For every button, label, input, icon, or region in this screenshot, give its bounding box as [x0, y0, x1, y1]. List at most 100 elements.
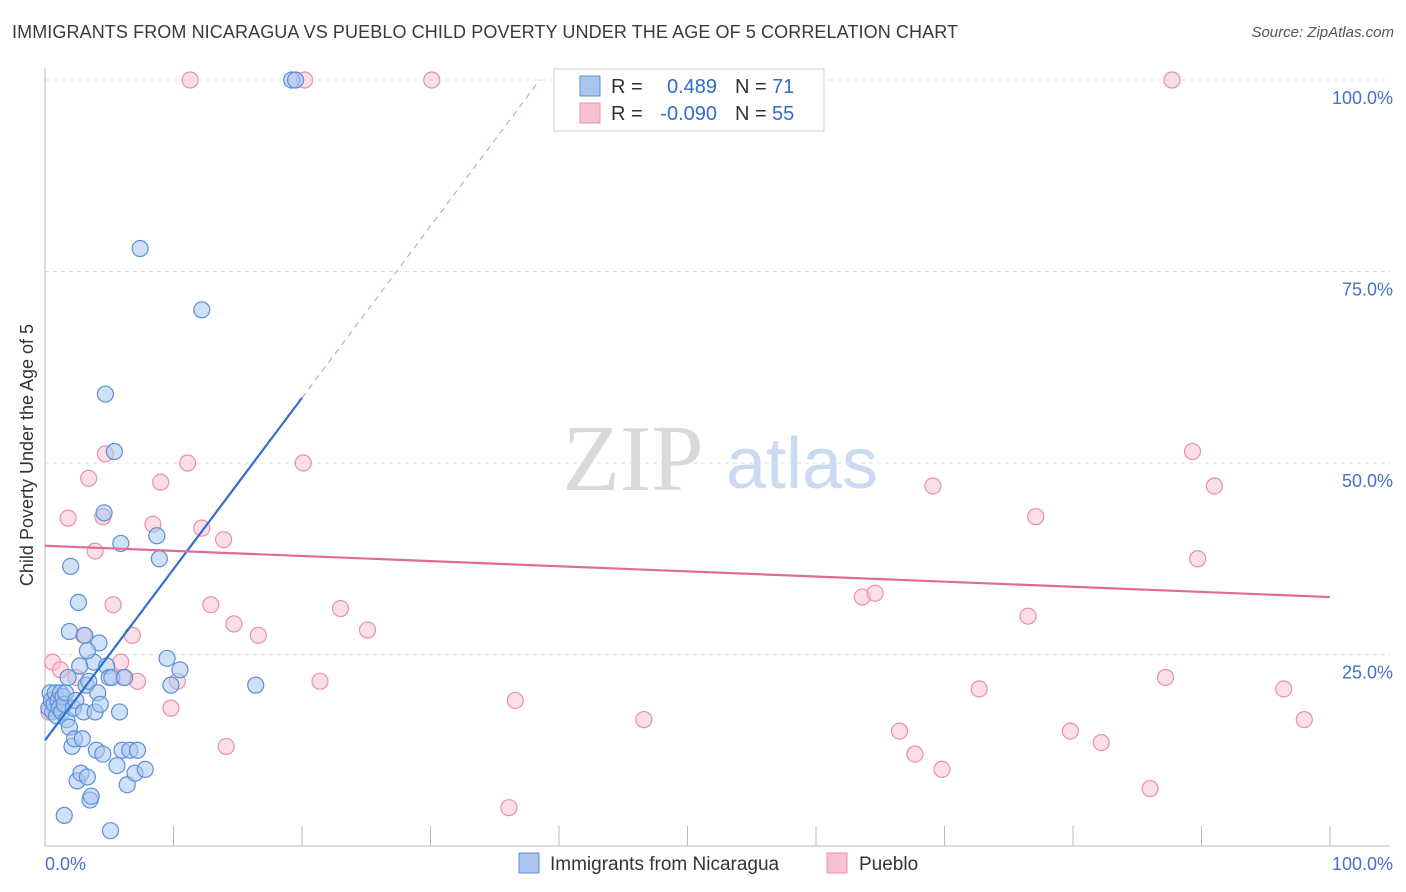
y-tick-label: 75.0%	[1342, 280, 1393, 300]
nicaragua-point	[62, 557, 80, 576]
nicaragua-point	[101, 822, 120, 840]
pueblo-point	[294, 454, 312, 472]
pueblo-point	[1061, 722, 1080, 740]
pueblo-point	[112, 653, 130, 671]
pueblo-point	[162, 699, 180, 717]
nicaragua-point	[247, 676, 265, 694]
grid-lines	[45, 79, 1390, 655]
nicaragua-trend-extension	[301, 79, 541, 399]
pueblo-point	[311, 672, 329, 690]
pueblo-point	[225, 615, 243, 633]
pueblo-point	[890, 722, 909, 740]
legend-swatch-blue	[579, 75, 601, 97]
nicaragua-point	[112, 534, 130, 553]
pueblo-point	[193, 519, 211, 537]
pueblo-point	[1183, 442, 1202, 461]
nicaragua-point	[59, 668, 77, 687]
nicaragua-point	[171, 661, 189, 679]
pueblo-point	[358, 621, 377, 639]
pueblo-point	[1205, 477, 1223, 495]
pueblo-point	[1163, 71, 1181, 89]
watermark-atlas: atlas	[726, 424, 878, 504]
nicaragua-point	[158, 649, 176, 667]
nicaragua-point	[73, 730, 91, 748]
nicaragua-point	[96, 385, 114, 403]
pueblo-trend-line	[44, 544, 1331, 599]
nicaragua-point	[136, 760, 154, 779]
legend-r-label-2: R =	[611, 103, 643, 125]
pueblo-point	[933, 760, 951, 779]
nicaragua-point	[110, 703, 129, 721]
pueblo-point	[331, 599, 350, 618]
pueblo-point	[906, 745, 924, 763]
pueblo-point	[181, 71, 199, 89]
x-tick-labels: 0.0% 100.0%	[45, 854, 1393, 874]
nicaragua-point	[150, 550, 168, 568]
nicaragua-point	[60, 622, 79, 641]
watermark-zip: ZIP	[563, 407, 704, 511]
pueblo-point	[635, 711, 653, 729]
nicaragua-points	[40, 71, 305, 840]
nicaragua-point	[108, 756, 126, 775]
pueblo-point	[1141, 779, 1159, 798]
pueblo-point	[1092, 733, 1110, 752]
nicaragua-point	[76, 626, 94, 644]
pueblo-point	[59, 509, 77, 527]
nicaragua-point	[131, 239, 149, 258]
legend-swatch-pink	[579, 102, 601, 124]
nicaragua-point	[78, 642, 97, 660]
chart-title: IMMIGRANTS FROM NICARAGUA VS PUEBLO CHIL…	[12, 22, 959, 42]
nicaragua-point	[105, 442, 123, 461]
axes	[44, 68, 1390, 847]
bottom-legend-swatch-pink	[826, 852, 848, 874]
nicaragua-point	[78, 768, 97, 786]
nicaragua-point	[82, 787, 100, 805]
legend-r-value-1: 0.489	[667, 76, 717, 98]
pueblo-point	[1275, 680, 1293, 698]
pueblo-point	[86, 542, 104, 560]
bottom-legend-label-pueblo: Pueblo	[859, 854, 918, 875]
trend-lines	[44, 79, 1331, 741]
pueblo-point	[1189, 550, 1207, 568]
nicaragua-point	[116, 668, 134, 687]
series-legend: Immigrants from Nicaragua Pueblo	[518, 852, 918, 875]
nicaragua-point	[71, 657, 89, 675]
legend-n-label-2: N =	[735, 103, 767, 125]
x-tick-label-max: 100.0%	[1332, 854, 1393, 874]
pueblo-point	[249, 626, 267, 644]
nicaragua-point	[286, 71, 305, 89]
legend-r-label-1: R =	[611, 76, 643, 98]
y-tick-label: 100.0%	[1332, 88, 1393, 108]
x-tick-label-min: 0.0%	[45, 854, 86, 874]
correlation-legend: R = 0.489 N = 71 R = -0.090 N = 55	[553, 68, 825, 132]
pueblo-point	[506, 691, 524, 710]
nicaragua-point	[148, 527, 166, 545]
pueblo-point	[1019, 607, 1037, 625]
nicaragua-point	[193, 301, 211, 319]
nicaragua-point	[128, 741, 147, 759]
pueblo-point	[924, 477, 942, 495]
y-tick-labels: 25.0% 50.0% 75.0% 100.0%	[1332, 88, 1393, 683]
pueblo-point	[1295, 711, 1313, 729]
legend-n-value-1: 71	[772, 76, 794, 98]
pueblo-point	[423, 71, 441, 89]
legend-n-value-2: 55	[772, 103, 794, 125]
pueblo-point	[970, 680, 988, 698]
pueblo-point	[152, 473, 170, 491]
nicaragua-point	[94, 745, 112, 763]
pueblo-point	[215, 530, 233, 549]
y-tick-label: 25.0%	[1342, 663, 1393, 683]
pueblo-point	[217, 737, 235, 756]
legend-r-value-2: -0.090	[660, 103, 717, 125]
y-tick-label: 50.0%	[1342, 471, 1393, 491]
pueblo-point	[179, 454, 197, 472]
nicaragua-point	[69, 593, 88, 612]
nicaragua-point	[162, 676, 180, 694]
pueblo-point	[80, 469, 98, 487]
nicaragua-trend-line	[44, 397, 303, 741]
pueblo-point	[500, 799, 518, 817]
bottom-legend-label-nicaragua: Immigrants from Nicaragua	[550, 854, 780, 875]
pueblo-point	[1027, 508, 1045, 526]
pueblo-point	[104, 596, 122, 614]
